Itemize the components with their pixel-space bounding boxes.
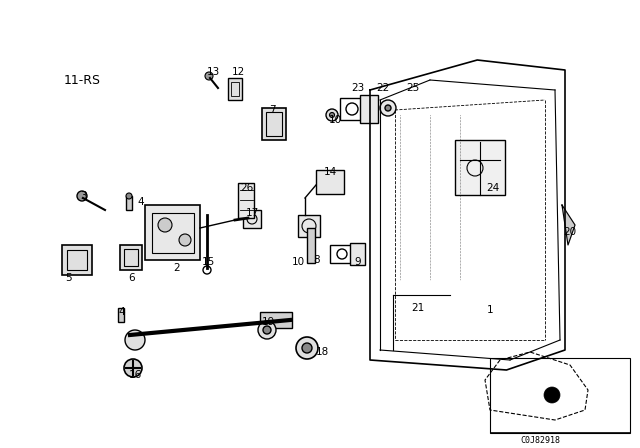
Circle shape [263, 326, 271, 334]
Bar [120, 245, 142, 270]
Text: 1: 1 [486, 305, 493, 315]
Bar [350, 243, 365, 265]
Circle shape [124, 359, 142, 377]
Bar [262, 108, 286, 140]
Text: 12: 12 [232, 67, 244, 77]
Bar [118, 308, 124, 322]
Bar [243, 210, 261, 228]
Text: 13: 13 [206, 67, 220, 77]
Text: 24: 24 [486, 183, 500, 193]
Text: C0J82918: C0J82918 [520, 435, 560, 444]
Circle shape [302, 343, 312, 353]
Text: 15: 15 [202, 257, 214, 267]
Bar [266, 112, 282, 136]
Bar [124, 249, 138, 266]
Bar [238, 183, 254, 218]
Circle shape [77, 191, 87, 201]
Bar [126, 196, 132, 210]
Text: 17: 17 [245, 208, 259, 218]
Circle shape [205, 72, 213, 80]
Text: 3: 3 [80, 191, 86, 201]
Bar [316, 170, 344, 194]
Bar [145, 205, 200, 260]
Text: 2: 2 [173, 263, 180, 273]
Text: 22: 22 [376, 83, 390, 93]
Text: 23: 23 [351, 83, 365, 93]
Text: 21: 21 [412, 303, 424, 313]
Text: 9: 9 [355, 257, 362, 267]
Bar [260, 312, 292, 328]
Text: 8: 8 [314, 255, 320, 265]
Text: 11-RS: 11-RS [63, 73, 100, 86]
Text: 5: 5 [65, 273, 71, 283]
Text: 7: 7 [269, 105, 275, 115]
Text: 25: 25 [406, 83, 420, 93]
Text: 6: 6 [129, 273, 135, 283]
Text: 10: 10 [328, 115, 342, 125]
Bar [228, 78, 242, 100]
Circle shape [126, 193, 132, 199]
Bar [152, 213, 194, 253]
Text: 18: 18 [316, 347, 328, 357]
Bar [298, 215, 320, 237]
Text: 19: 19 [261, 317, 275, 327]
Circle shape [179, 234, 191, 246]
Text: 14: 14 [323, 167, 337, 177]
Circle shape [330, 112, 335, 117]
Text: 20: 20 [563, 227, 577, 237]
Bar [307, 228, 315, 263]
Text: 16: 16 [129, 370, 141, 380]
Bar [360, 95, 378, 123]
Circle shape [380, 100, 396, 116]
Bar [490, 358, 630, 433]
Bar [67, 250, 87, 270]
Text: 26: 26 [241, 183, 253, 193]
Bar [330, 245, 352, 263]
Circle shape [385, 105, 391, 111]
Circle shape [158, 218, 172, 232]
Text: 10: 10 [291, 257, 305, 267]
Circle shape [326, 109, 338, 121]
Bar [340, 98, 365, 120]
Text: 4: 4 [118, 307, 125, 317]
Text: 4: 4 [138, 197, 144, 207]
Circle shape [125, 330, 145, 350]
Circle shape [296, 337, 318, 359]
Circle shape [544, 387, 560, 403]
Polygon shape [562, 205, 575, 245]
Circle shape [258, 321, 276, 339]
Bar [62, 245, 92, 275]
Bar [231, 82, 239, 96]
Bar [455, 140, 505, 195]
